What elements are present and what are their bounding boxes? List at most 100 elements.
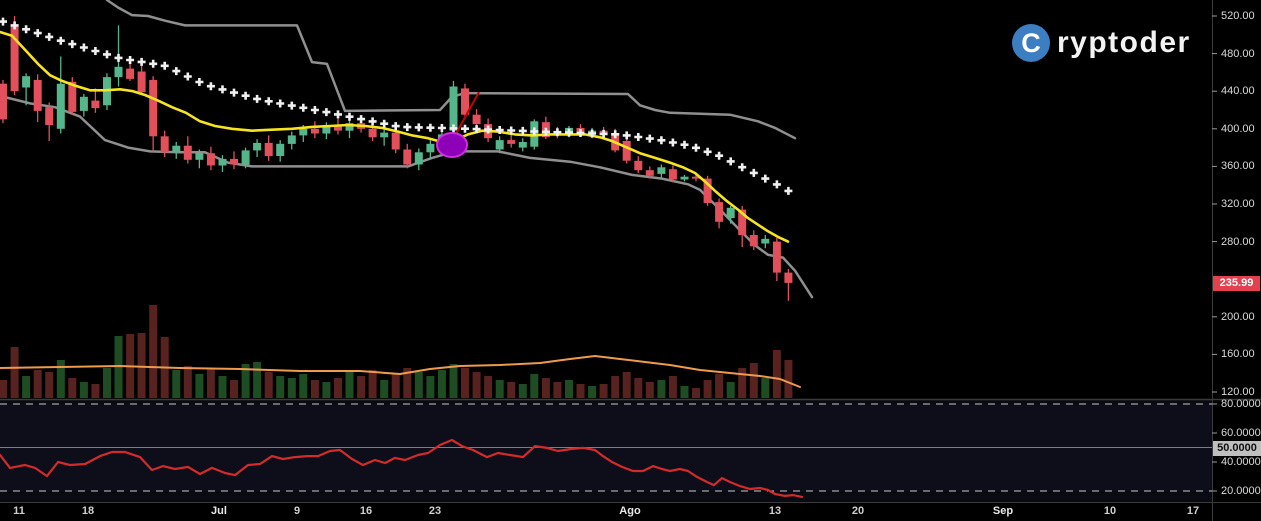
sar-dot (183, 72, 192, 81)
sar-dot (241, 91, 250, 100)
price-axis-label: 120.00 (1221, 386, 1255, 398)
volume-bar (218, 376, 227, 398)
volume-bar (657, 380, 666, 398)
sar-dot (565, 128, 573, 137)
volume-bar (391, 374, 400, 398)
sar-dot (588, 129, 597, 138)
volume-bar (103, 368, 111, 398)
volume-bar (668, 376, 677, 398)
candle-body (380, 132, 389, 138)
brand-logo-icon: C (1012, 24, 1050, 62)
volume-bar (507, 382, 516, 398)
sar-dot (761, 174, 770, 183)
sar-dot (611, 130, 620, 139)
volume-bar (414, 372, 423, 398)
sar-dot (391, 122, 400, 131)
volume-bar (611, 376, 620, 398)
sar-dot (680, 140, 689, 149)
candle-body (287, 135, 296, 144)
trendline-annotation[interactable] (452, 91, 480, 140)
volume-bar (784, 360, 793, 398)
volume-bar (45, 372, 54, 398)
volume-bar (253, 362, 262, 398)
volume-bar (484, 376, 493, 398)
price-axis-label: 400.00 (1221, 122, 1255, 135)
candle-body (45, 107, 54, 126)
rsi-levels (0, 403, 1212, 492)
time-axis-label: 9 (293, 505, 301, 517)
sar-dot (334, 110, 342, 119)
candle-body (10, 25, 19, 92)
axis-tick-marks (1212, 15, 1217, 492)
annotations (436, 91, 480, 158)
candle-body (230, 158, 238, 165)
candle-body (22, 76, 31, 88)
sar-dot (253, 94, 262, 103)
candle-body (172, 145, 181, 153)
price-axis-label: 520.00 (1221, 10, 1255, 22)
volume-bar (230, 380, 238, 398)
time-axis-label: 11 (13, 505, 25, 517)
sar-dot (299, 103, 308, 112)
sar-dot (541, 127, 550, 136)
sar-dots (0, 17, 793, 195)
volume-bar (622, 372, 631, 398)
sar-dot (195, 78, 204, 86)
candle-body (668, 169, 677, 180)
candle-body (403, 149, 412, 165)
rsi-axis-label: 40.0000 (1221, 456, 1261, 468)
sar-dot (10, 21, 19, 30)
ellipse-annotation[interactable] (436, 132, 468, 158)
candle-body (507, 140, 516, 144)
candle-body (91, 100, 100, 109)
volume-bar (206, 368, 215, 398)
volume-bar (264, 372, 273, 398)
sar-dot (703, 147, 712, 156)
volume-bar (599, 384, 608, 398)
sar-dot (726, 157, 735, 166)
volume-bar (276, 376, 285, 398)
sar-dot (426, 123, 435, 132)
volume-bar (761, 378, 770, 398)
volume-bar (449, 364, 458, 398)
sar-dot (472, 125, 481, 134)
sar-dot (322, 108, 331, 117)
sar-dot (230, 88, 238, 97)
candle-body (334, 125, 342, 131)
candle-body (657, 167, 666, 174)
volume-bar (357, 376, 366, 398)
rsi-axis-label: 20.0000 (1221, 485, 1261, 497)
candle-body (253, 142, 262, 151)
volume-bar (68, 378, 77, 398)
candle-body (715, 202, 724, 222)
candle-body (264, 142, 273, 157)
candle-body (114, 66, 123, 78)
brand-logo-text: ryptoder (1057, 26, 1191, 59)
rsi-axis-label: 60.0000 (1221, 427, 1261, 439)
sar-dot (657, 136, 666, 145)
sar-dot (114, 53, 123, 62)
candle-body (738, 209, 747, 235)
sar-dot (218, 85, 227, 94)
candle-body (622, 141, 631, 161)
candle-body (749, 235, 758, 247)
rsi-axis-label: 80.0000 (1221, 398, 1261, 410)
candle-body (79, 96, 88, 111)
sar-dot (461, 124, 469, 133)
volume-bar (79, 382, 88, 398)
sar-dot (206, 82, 215, 91)
volume-bar (565, 380, 573, 398)
volume-bar (33, 370, 42, 398)
sar-dot (276, 99, 285, 108)
candle-body (645, 170, 654, 176)
moving-average-line (0, 30, 790, 243)
candle-body (449, 86, 458, 131)
volume-bar (553, 382, 562, 398)
sar-dot (149, 59, 158, 68)
candle-body (33, 79, 42, 111)
volume-bar (680, 386, 689, 398)
candle-body (183, 145, 192, 160)
sar-dot (692, 143, 700, 152)
